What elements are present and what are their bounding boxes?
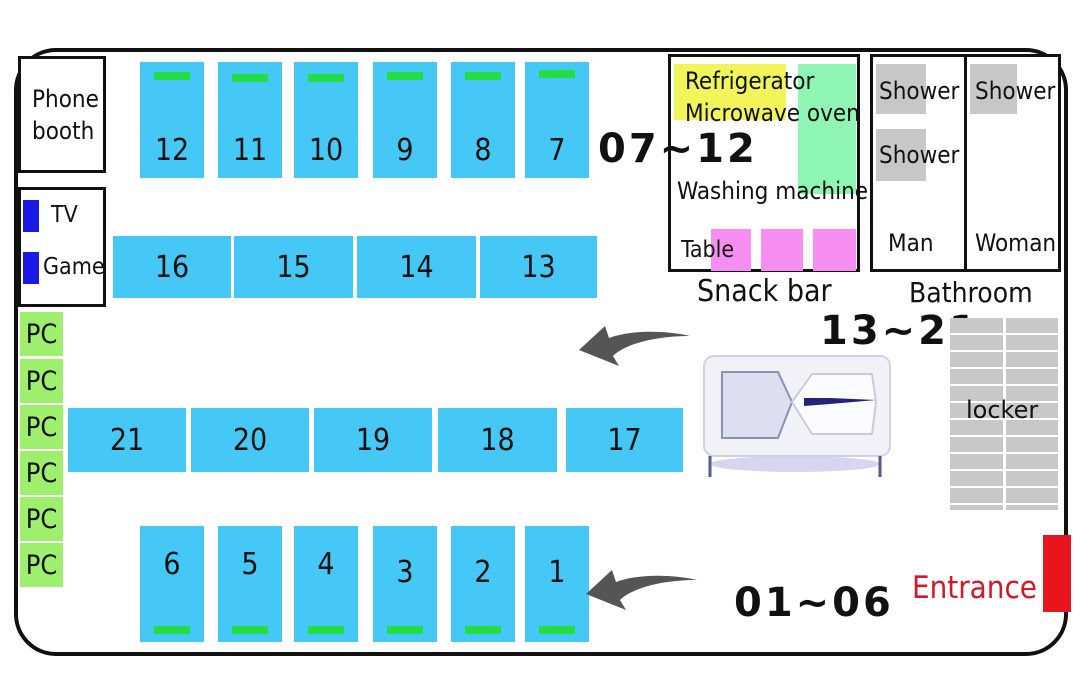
capsule-bed-illustration xyxy=(703,355,891,477)
tv-game-area: TV Game xyxy=(18,187,106,307)
entrance-door[interactable] xyxy=(1043,535,1071,612)
pc-station[interactable]: PC xyxy=(20,497,63,541)
capsule-pod[interactable]: 1 xyxy=(525,526,589,642)
table xyxy=(813,229,856,271)
capsule-pod[interactable]: 12 xyxy=(140,62,204,178)
tv-icon xyxy=(23,200,39,232)
capsule-pod[interactable]: 18 xyxy=(438,408,557,472)
washing-machine xyxy=(798,64,856,194)
snack-bar: Refrigerator Microwave oven Washing mach… xyxy=(668,54,868,272)
arrow-left-icon xyxy=(579,326,690,366)
capsule-pod[interactable]: 5 xyxy=(218,526,282,642)
capsule-pod[interactable]: 11 xyxy=(218,62,282,178)
capsule-pod[interactable]: 4 xyxy=(294,526,358,642)
locker: locker xyxy=(950,318,1058,510)
capsule-pod[interactable]: 7 xyxy=(525,62,589,178)
table xyxy=(761,229,803,271)
range-label: 01~06 xyxy=(734,580,894,626)
range-label: 07~12 xyxy=(598,126,758,172)
capsule-pod[interactable]: 3 xyxy=(373,526,437,642)
capsule-pod[interactable]: 20 xyxy=(191,408,309,472)
game-icon xyxy=(23,252,39,284)
floor-outline xyxy=(14,48,1068,656)
bathroom-man: Shower Shower Man xyxy=(870,54,967,272)
capsule-pod[interactable]: 8 xyxy=(451,62,515,178)
bathroom-woman: Shower Woman xyxy=(964,54,1061,272)
capsule-pod[interactable]: 6 xyxy=(140,526,204,642)
capsule-pod[interactable]: 15 xyxy=(234,236,353,298)
capsule-pod[interactable]: 9 xyxy=(373,62,437,178)
pc-station[interactable]: PC xyxy=(20,451,63,495)
capsule-pod[interactable]: 10 xyxy=(294,62,358,178)
capsule-pod[interactable]: 14 xyxy=(357,236,476,298)
pc-station[interactable]: PC xyxy=(20,312,63,356)
capsule-pod[interactable]: 19 xyxy=(314,408,432,472)
refrigerator xyxy=(674,64,786,120)
pc-station[interactable]: PC xyxy=(20,359,63,403)
pc-station[interactable]: PC xyxy=(20,405,63,449)
phone-booth: Phone booth xyxy=(18,56,106,173)
table xyxy=(711,229,751,271)
arrow-left-icon xyxy=(586,570,697,610)
capsule-pod[interactable]: 16 xyxy=(113,236,231,298)
capsule-pod[interactable]: 13 xyxy=(480,236,597,298)
capsule-pod[interactable]: 2 xyxy=(451,526,515,642)
capsule-pod[interactable]: 17 xyxy=(566,408,683,472)
capsule-pod[interactable]: 21 xyxy=(68,408,186,472)
pc-station[interactable]: PC xyxy=(20,543,63,587)
